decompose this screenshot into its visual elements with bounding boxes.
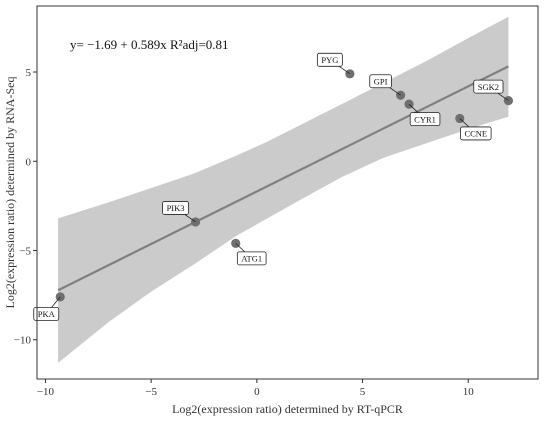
point-label: PIK3 — [162, 201, 196, 223]
y-tick-label: −10 — [14, 335, 32, 347]
y-tick-label: −5 — [19, 246, 31, 258]
point-label-box — [369, 74, 392, 89]
point-label-box — [162, 201, 189, 215]
confidence-band-layer — [58, 16, 509, 363]
point-label-text: CCNE — [464, 129, 487, 139]
x-tick-label: −5 — [145, 386, 157, 398]
point-label-text: CYR1 — [414, 114, 436, 124]
regression-line — [57, 65, 509, 292]
point-label-box — [473, 79, 504, 94]
confidence-band — [58, 16, 509, 363]
x-tick-label: 5 — [360, 386, 366, 398]
point-label: ATG1 — [235, 243, 267, 266]
point-label-box — [316, 52, 343, 67]
point-label: SGK2 — [473, 79, 509, 101]
plot-frame — [36, 5, 539, 380]
x-tick-label: −10 — [37, 386, 55, 398]
point-label: CYR1 — [408, 103, 441, 127]
x-tick-label: 10 — [463, 386, 475, 398]
y-tick-label: 0 — [26, 156, 32, 168]
y-axis-label: Log2(expression ratio) determined by RNA… — [3, 77, 17, 309]
point-label: GPI — [369, 74, 401, 96]
point-label-text: PKA — [38, 309, 56, 319]
x-axis-label: Log2(expression ratio) determined by RT-… — [172, 402, 403, 416]
y-axis-ticks: −10 −5 0 5 — [14, 67, 37, 347]
regression-equation: y= −1.69 + 0.589x R²adj=0.81 — [70, 37, 229, 52]
point-label-text: PYG — [321, 55, 338, 65]
y-tick-label: 5 — [26, 67, 32, 79]
point-label-box — [33, 307, 60, 321]
fit-line-layer — [57, 65, 509, 292]
point-label: PYG — [316, 52, 351, 75]
point-label-box — [460, 126, 492, 141]
point-label-box — [236, 251, 267, 266]
x-tick-label: 0 — [254, 386, 260, 398]
point-label-text: ATG1 — [241, 254, 262, 264]
x-axis-ticks: −10 −5 0 5 10 — [37, 379, 474, 398]
point-label-text: SGK2 — [478, 82, 499, 92]
point-label-text: PIK3 — [167, 203, 185, 213]
point-label-box — [409, 112, 441, 127]
point-label: CCNE — [459, 118, 492, 141]
point-labels-layer: PYG GPI CYR1 SGK2 CCNE PIK3 ATG1 PKA — [33, 52, 509, 321]
point-label-text: GPI — [374, 76, 388, 86]
point-label: PKA — [33, 296, 61, 321]
